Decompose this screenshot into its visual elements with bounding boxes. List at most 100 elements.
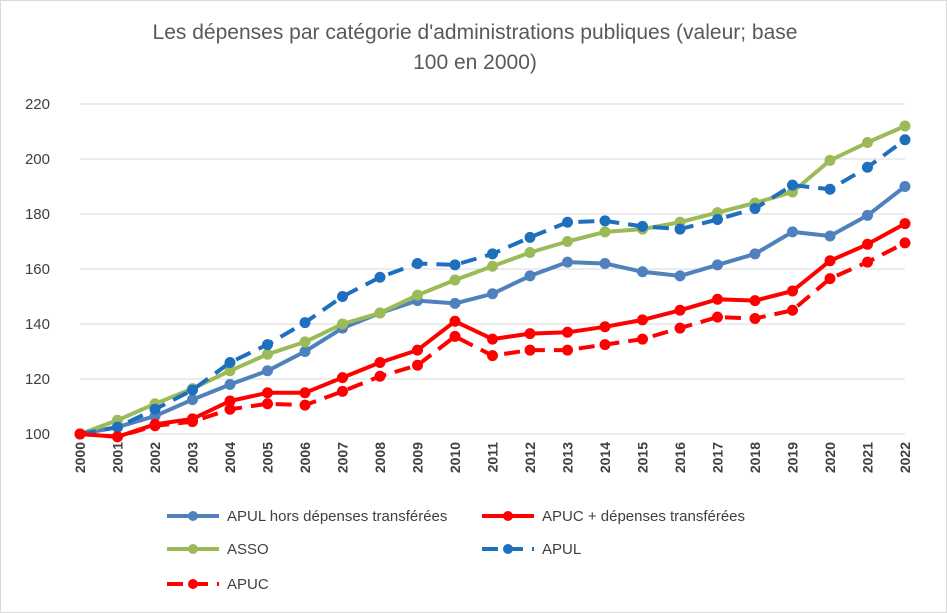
data-point [562, 256, 573, 268]
data-point [337, 372, 348, 384]
x-tick-label: 2017 [710, 442, 726, 473]
x-tick-label: 2022 [897, 442, 913, 473]
data-point [637, 314, 648, 326]
data-point [299, 387, 311, 399]
data-point [112, 431, 123, 443]
data-point [449, 297, 461, 309]
data-point [862, 256, 873, 268]
data-point [524, 231, 536, 243]
x-tick-label: 2019 [785, 442, 801, 473]
y-tick-label: 220 [25, 96, 50, 113]
data-point [637, 220, 648, 232]
y-tick-label: 200 [25, 151, 50, 168]
data-point [262, 398, 273, 410]
data-point [749, 295, 761, 307]
data-point [187, 416, 198, 428]
x-tick-label: 2021 [860, 442, 876, 473]
data-point [712, 259, 723, 271]
data-point [637, 266, 648, 278]
data-point [824, 273, 836, 285]
data-point [637, 333, 648, 345]
data-point [749, 203, 761, 214]
data-point [562, 344, 573, 356]
data-point [787, 304, 798, 316]
data-point [187, 384, 198, 396]
data-point [187, 394, 198, 406]
data-point [562, 326, 573, 338]
data-point [487, 248, 498, 260]
data-point [374, 357, 386, 368]
data-point [412, 289, 423, 301]
data-point [824, 154, 836, 166]
data-point [562, 216, 573, 228]
data-point [487, 333, 498, 345]
data-point [299, 336, 311, 348]
data-point [374, 307, 386, 319]
data-point [862, 137, 873, 148]
data-point [487, 350, 498, 362]
data-point [374, 271, 386, 283]
data-point [599, 215, 611, 227]
data-point [412, 359, 423, 371]
x-tick-label: 2000 [72, 442, 88, 473]
data-point [599, 321, 611, 333]
data-point [262, 365, 273, 377]
chart-title-line-2: 100 en 2000) [413, 51, 537, 74]
x-tick-label: 2007 [335, 442, 351, 473]
data-point [412, 344, 423, 356]
data-point [562, 236, 573, 247]
data-point [224, 379, 236, 390]
y-tick-label: 120 [25, 371, 50, 388]
data-point [449, 259, 461, 271]
data-point [712, 311, 723, 323]
x-tick-label: 2006 [297, 442, 313, 473]
data-point [262, 339, 273, 351]
data-point [262, 348, 273, 360]
data-point [824, 183, 836, 195]
data-point [487, 288, 498, 300]
data-point [712, 214, 723, 225]
data-point [74, 428, 86, 440]
series-0 [74, 181, 911, 440]
data-point [449, 274, 461, 286]
data-point [299, 317, 311, 329]
data-point [374, 370, 386, 382]
x-tick-label: 2012 [522, 442, 538, 473]
data-point [674, 322, 686, 334]
data-point [224, 403, 236, 415]
chart-title-line-1: Les dépenses par catégorie d'administrat… [152, 21, 798, 44]
x-tick-label: 2015 [635, 442, 651, 473]
x-tick-label: 2001 [110, 442, 126, 473]
y-tick-label: 140 [25, 316, 50, 333]
data-point [862, 161, 873, 173]
data-point [787, 285, 798, 297]
data-point [899, 181, 911, 192]
series-3 [74, 134, 911, 440]
data-point [599, 258, 611, 269]
data-point [524, 247, 536, 258]
data-point [787, 179, 798, 191]
data-point [899, 218, 911, 230]
data-point [862, 238, 873, 250]
x-tick-label: 2016 [672, 442, 688, 473]
data-point [599, 226, 611, 238]
x-tick-label: 2008 [372, 442, 388, 473]
data-point [299, 399, 311, 411]
series-2 [74, 120, 911, 440]
chart-title: Les dépenses par catégorie d'administrat… [60, 18, 890, 78]
data-point [674, 304, 686, 316]
x-tick-label: 2003 [185, 442, 201, 473]
data-point [599, 339, 611, 351]
data-point [299, 346, 311, 357]
data-point [899, 134, 911, 146]
data-point [712, 293, 723, 305]
x-tick-label: 2005 [260, 442, 276, 473]
x-tick-label: 2002 [147, 442, 163, 473]
y-tick-label: 180 [25, 206, 50, 223]
data-point [749, 248, 761, 260]
data-point [899, 120, 911, 132]
data-point [787, 226, 798, 238]
data-point [824, 255, 836, 267]
x-tick-label: 2010 [447, 442, 463, 473]
data-point [824, 230, 836, 242]
